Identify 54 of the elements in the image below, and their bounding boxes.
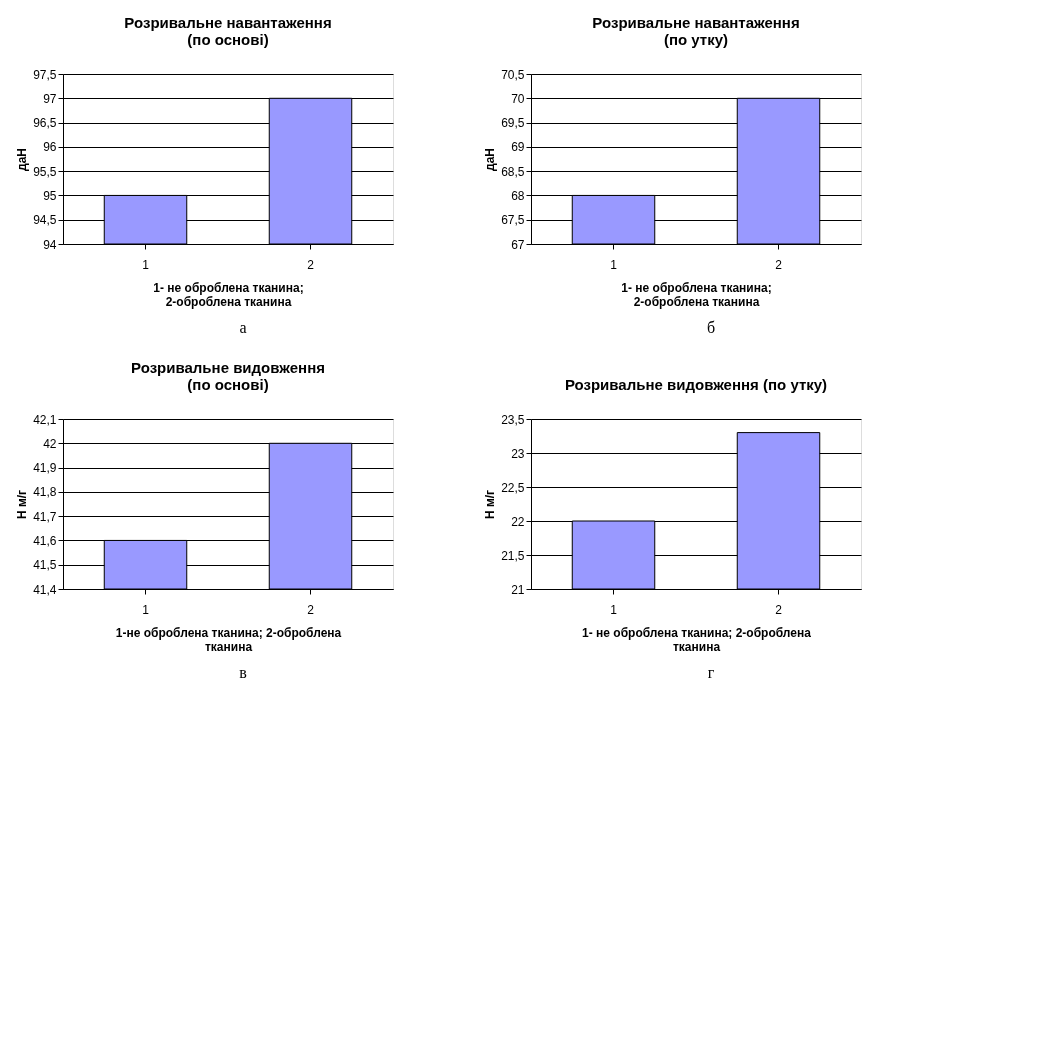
y-tick-label: 68,5 [501,164,525,179]
x-tick-label: 2 [307,602,315,617]
y-tick-label: 21,5 [501,548,525,563]
x-tick-label: 1 [610,257,618,272]
y-tick-label: 67 [511,237,525,252]
y-tick-label: 69,5 [501,116,525,131]
y-tick-label: 70,5 [501,67,525,82]
text: а [239,319,247,336]
y-tick-label: 23 [511,446,525,461]
y-tick-label: 94,5 [33,213,57,228]
y-tick-label: 41,5 [33,558,57,573]
x-tick-label: 1 [142,257,150,272]
chart-title: Розривальне навантаження (по основі) [124,14,332,48]
y-tick-label: 41,8 [33,485,57,500]
y-tick-label: 23,5 [501,412,525,427]
text: в [239,664,248,681]
text: г [707,664,715,681]
chart-title: Розривальне навантаження (по утку) [592,14,800,48]
y-tick-label: 42,1 [33,412,57,427]
y-tick-label: 97,5 [33,67,57,82]
y-tick-label: 95 [43,188,57,203]
x-axis-title: 1-не оброблена тканина; 2-оброблена тканина [115,625,342,654]
chart-title: Розривальне видовження (по утку) [564,376,828,393]
chart-title: Розривальне видовження (по основі) [131,359,325,393]
y-tick-label: 70 [511,91,525,106]
y-tick-label: 22 [511,514,525,529]
x-tick-label: 2 [775,602,783,617]
y-tick-label: 68 [511,188,525,203]
y-axis-title: Н м/г [15,489,30,520]
y-tick-label: 95,5 [33,164,57,179]
y-tick-label: 41,7 [33,509,57,524]
y-tick-label: 41,4 [33,582,57,597]
x-axis-title: 1- не оброблена тканина; 2-оброблена тканина [621,280,772,309]
y-tick-label: 42 [43,436,57,451]
y-axis-title: даН [483,148,498,171]
y-tick-label: 96 [43,140,57,155]
y-tick-label: 41,6 [33,533,57,548]
x-axis-title: 1- не оброблена тканина; 2-оброблена тканина [582,625,812,654]
y-tick-label: 41,9 [33,461,57,476]
x-tick-label: 1 [142,602,150,617]
y-axis-title: даН [15,148,30,171]
y-tick-label: 69 [511,140,525,155]
y-tick-label: 67,5 [501,213,525,228]
y-tick-label: 94 [43,237,57,252]
y-axis-title: Н м/г [483,489,498,520]
x-tick-label: 1 [610,602,618,617]
x-axis-title: 1- не оброблена тканина; 2-оброблена тканина [153,280,304,309]
text: б [706,319,716,336]
y-tick-label: 21 [511,582,525,597]
y-tick-label: 97 [43,91,57,106]
x-tick-label: 2 [775,257,783,272]
x-tick-label: 2 [307,257,315,272]
y-tick-label: 96,5 [33,116,57,131]
y-tick-label: 22,5 [501,480,525,495]
